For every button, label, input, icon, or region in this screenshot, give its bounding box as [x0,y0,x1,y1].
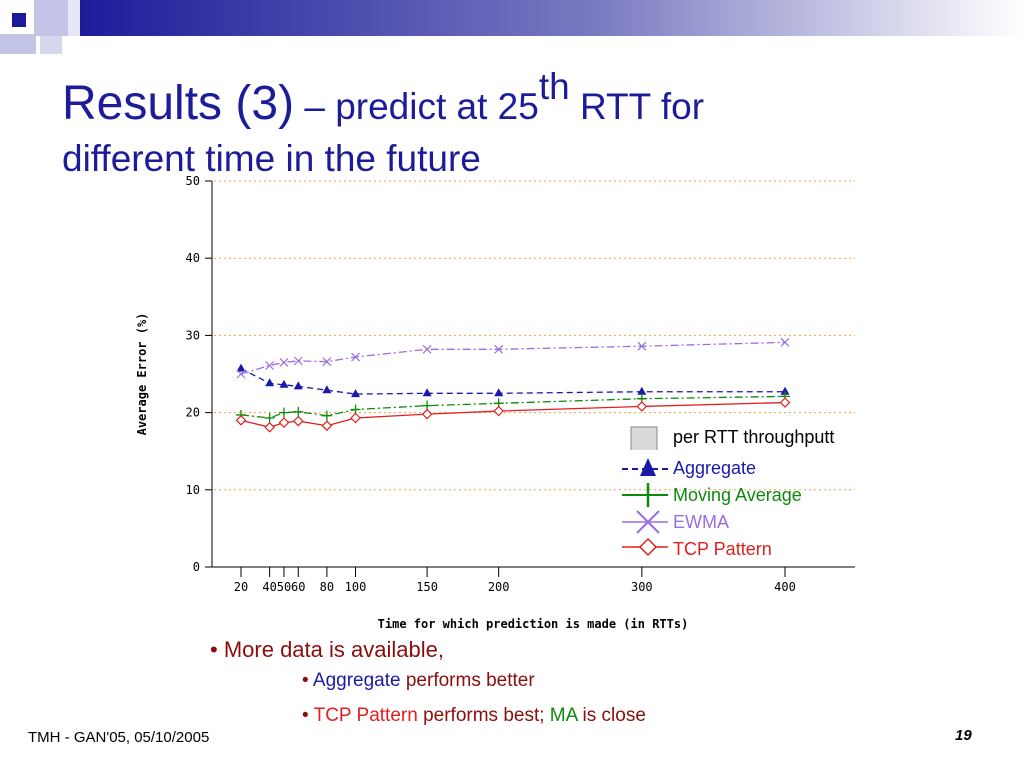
series-line-aggregate [240,368,785,395]
x-tick-label: 100 [345,580,367,594]
point-tcp-pattern [235,414,247,426]
point-ewma [637,341,647,351]
x-tick-label: 60 [291,580,305,594]
title-dash: – predict at 25 [294,86,539,127]
legend-item-tcp-pattern: TCP Pattern [620,536,880,562]
gray-square-icon [630,426,658,450]
x-tick-label: 80 [320,580,334,594]
point-aggregate [279,379,289,388]
legend-label-moving-average: Moving Average [673,485,802,505]
point-moving-average [321,410,332,421]
legend-label-tcp-pattern: TCP Pattern [673,539,772,559]
bullet-tcp-text: performs best; [417,705,550,726]
legend-item-throughput: per RTT throughputt [620,424,880,450]
series-line-tcp-pattern [240,401,786,428]
bullet-aggregate-name: Aggregate [312,670,401,691]
bullet-text-1: More data is available, [223,637,444,662]
point-tcp-pattern [493,405,505,417]
header-band [78,0,1024,36]
legend-item-moving-average: Moving Average [620,482,880,508]
x-tick-label: 50 [277,580,291,594]
plus-icon [622,483,668,507]
point-aggregate [780,386,790,395]
point-tcp-pattern [292,415,304,427]
legend-label-aggregate: Aggregate [673,458,757,478]
point-moving-average [278,407,289,418]
x-tick-label: 40 [262,580,276,594]
y-tick-label: 30 [186,328,200,342]
bullet-dot: • [210,637,224,662]
legend-label-ewma: EWMA [673,512,729,532]
x-tick-label: 200 [488,580,510,594]
decorative-squares [0,0,100,60]
bullet-ma-name: MA [549,705,578,726]
point-ewma [322,357,332,367]
series-line-moving-average [240,395,786,419]
bullet-dot: • [302,705,314,726]
title-line2: different time in the future [62,138,481,179]
title-main: Results (3) [62,77,295,130]
y-axis-label: Average Error (%) [135,313,149,436]
bullet-ma-text: is close [577,705,646,726]
point-ewma [422,344,432,354]
point-ewma [494,344,504,354]
bullet-aggregate-text: performs better [400,670,535,691]
y-tick-label: 20 [186,406,200,420]
series-line-ewma [240,341,786,375]
point-ewma [780,337,790,347]
point-tcp-pattern [278,417,290,428]
point-ewma [279,357,289,367]
y-tick-label: 0 [193,560,200,574]
point-tcp-pattern [636,401,648,412]
bullet-aggregate: • Aggregate performs better [302,670,535,692]
x-tick-label: 150 [416,580,438,594]
bullet-dot: • [302,670,313,691]
bullet-tcp-pattern: • TCP Pattern performs best; MA is close [302,705,646,727]
point-aggregate [494,388,504,397]
point-aggregate [422,388,432,397]
title-superscript: th [538,66,570,107]
slide-title: Results (3) – predict at 25th RTT for di… [62,58,982,182]
chart-legend: per RTT throughputt Aggregate Moving Ave… [620,424,880,564]
x-axis-label: Time for which prediction is made (in RT… [378,617,689,631]
point-ewma [351,352,360,362]
footer-text: TMH - GAN'05, 05/10/2005 [28,729,210,746]
point-moving-average [293,406,304,417]
x-tick-label: 300 [631,580,653,594]
bullet-more-data: • More data is available, [210,637,444,663]
x-tick-label: 20 [234,580,248,594]
legend-item-ewma: EWMA [620,509,880,535]
page-number: 19 [955,727,972,744]
y-tick-label: 10 [186,483,200,497]
legend-item-aggregate: Aggregate [620,455,880,481]
point-tcp-pattern [350,412,361,424]
x-tick-label: 400 [774,580,796,594]
point-aggregate [322,385,332,394]
point-ewma [236,369,246,379]
point-tcp-pattern [779,397,791,408]
point-tcp-pattern [421,408,433,420]
point-aggregate [265,378,275,387]
point-aggregate [293,381,303,390]
point-aggregate [351,389,361,398]
point-moving-average [264,413,275,424]
point-ewma [265,361,275,370]
y-tick-label: 40 [186,251,200,265]
point-aggregate [236,363,246,372]
point-tcp-pattern [321,420,333,432]
title-rest: RTT for [569,86,705,127]
point-tcp-pattern [264,421,275,433]
x-icon [622,510,668,534]
bullet-tcp-name: TCP Pattern [313,705,418,726]
diamond-icon [622,537,668,557]
triangle-icon [622,458,668,476]
y-tick-label: 50 [186,174,200,188]
point-ewma [293,356,303,366]
point-aggregate [637,386,647,395]
legend-label-throughput: per RTT throughputt [673,427,835,447]
